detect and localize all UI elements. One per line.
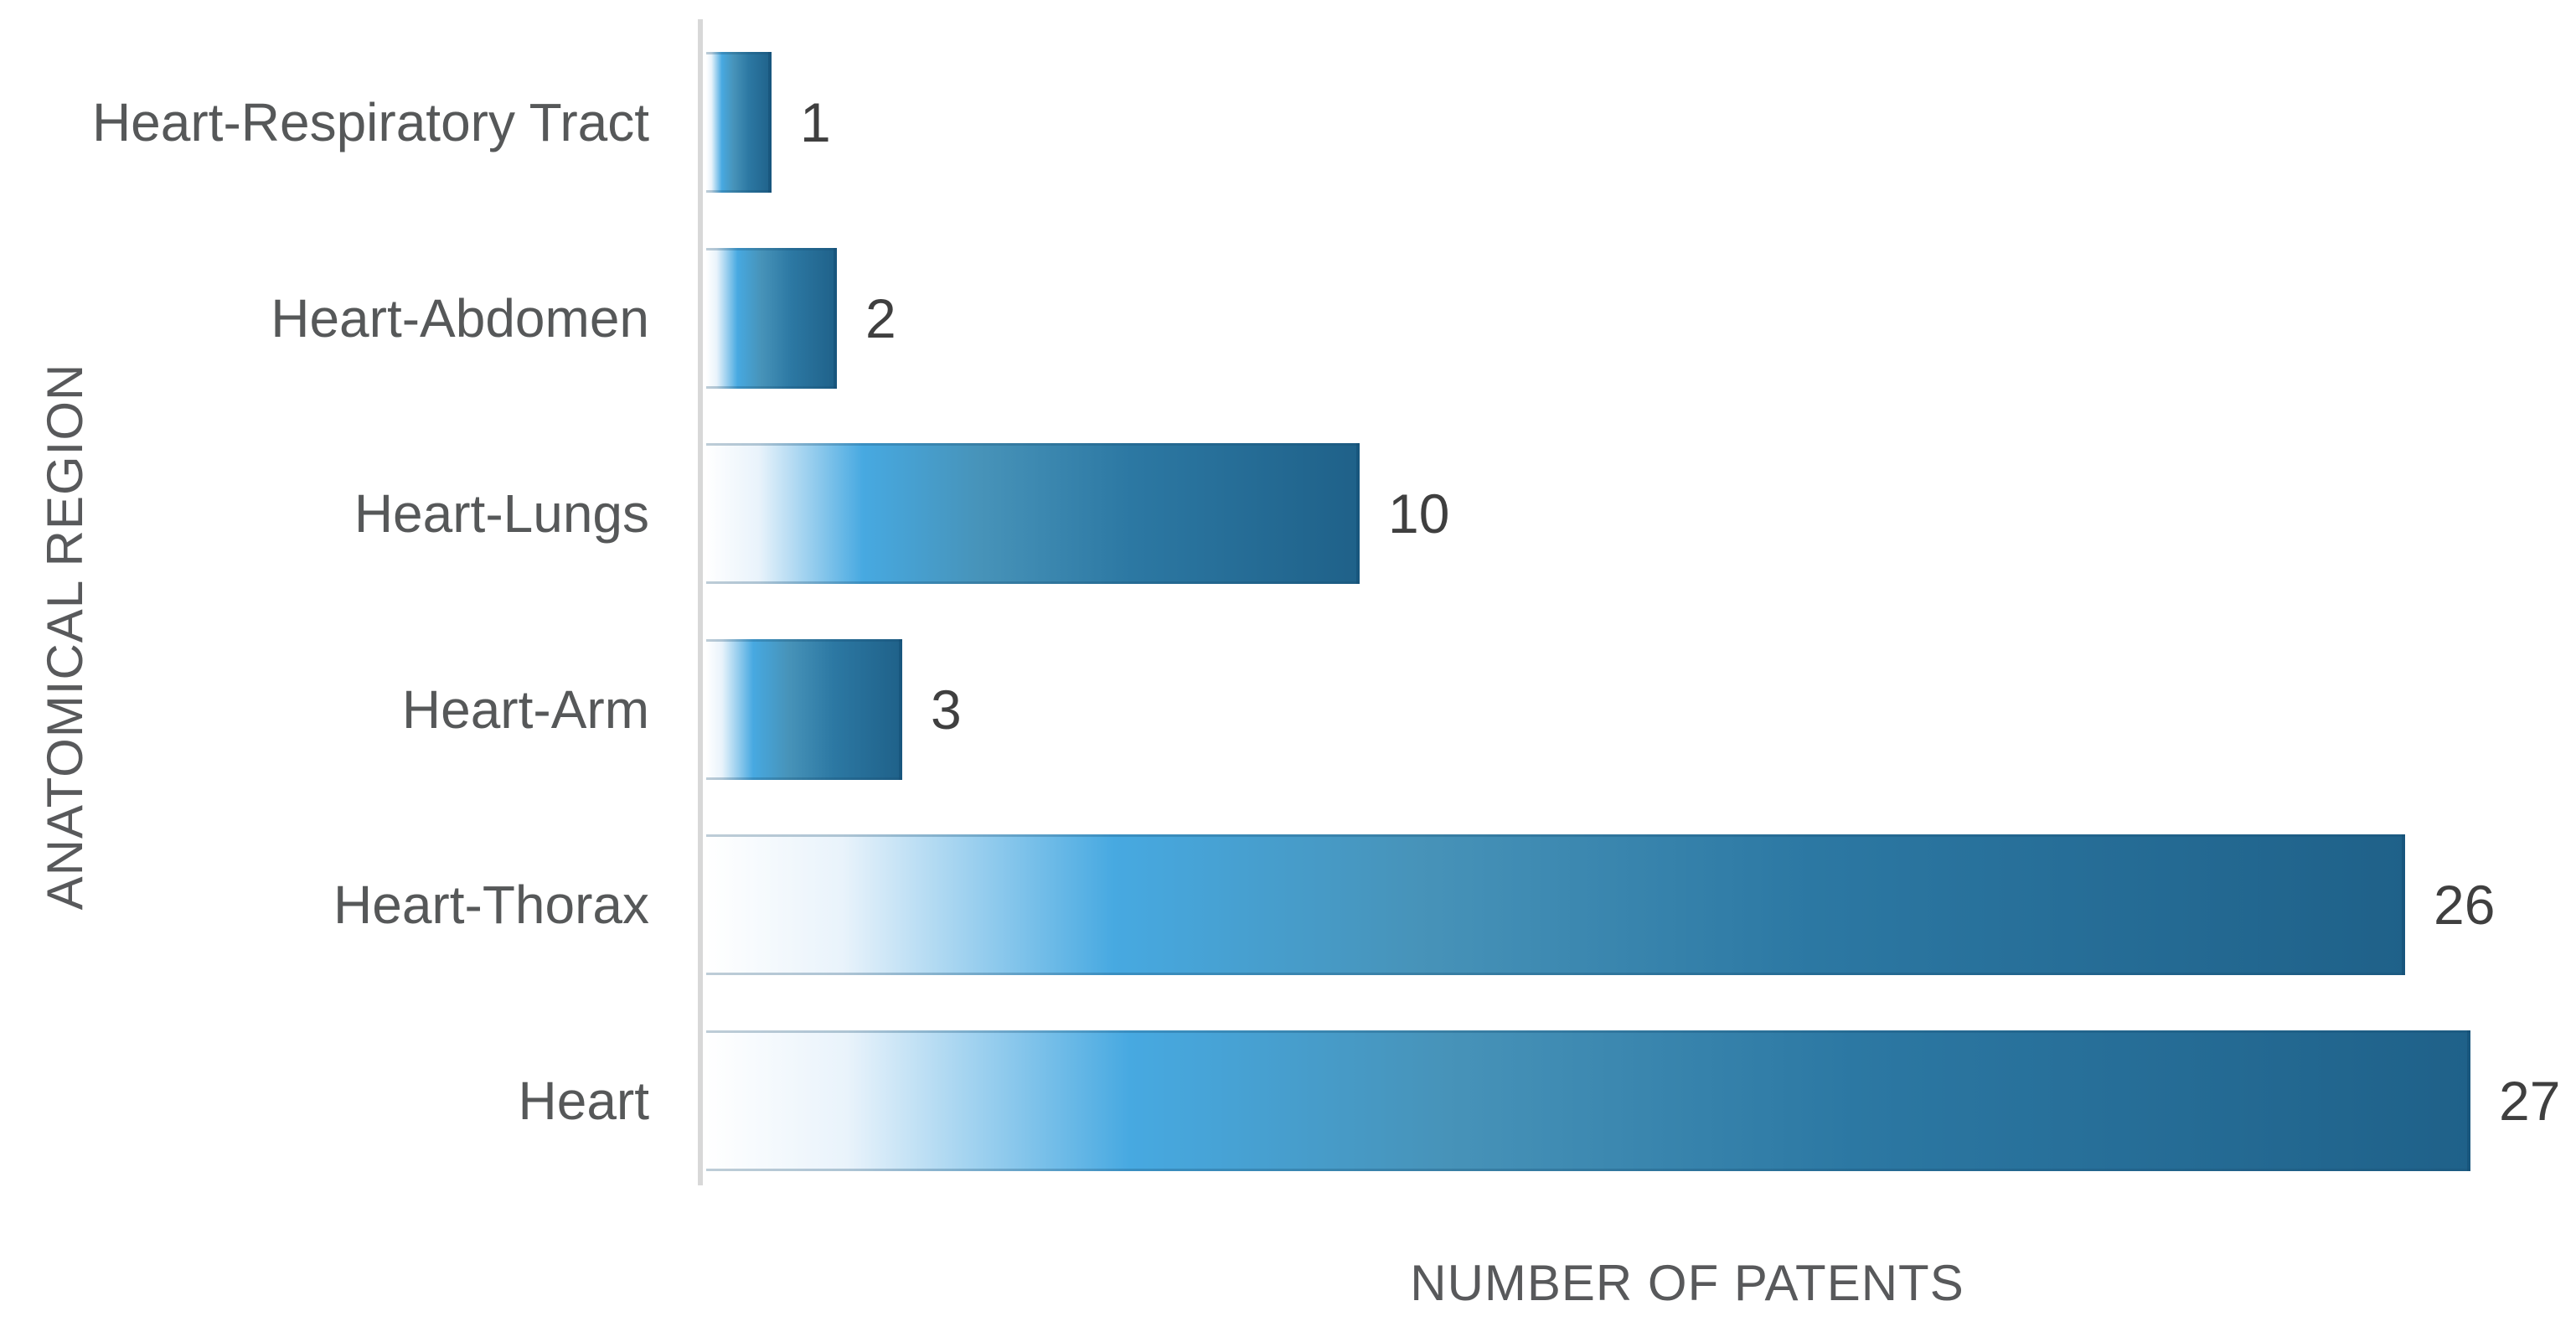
x-axis-title: NUMBER OF PATENTS — [1410, 1255, 1964, 1311]
bar-2 — [706, 443, 1360, 585]
value-label: 1 — [800, 91, 831, 153]
value-label: 3 — [931, 678, 962, 741]
bar-1 — [706, 247, 837, 389]
bar-0 — [706, 52, 772, 193]
y-axis-line — [698, 19, 703, 1185]
value-label: 10 — [1388, 483, 1450, 545]
category-label: Heart — [518, 1071, 650, 1131]
category-label: Heart-Lungs — [354, 483, 649, 545]
bar-4 — [706, 834, 2405, 976]
y-axis-title: ANATOMICAL REGION — [37, 363, 93, 911]
category-label: Heart-Arm — [401, 679, 649, 740]
bar-5 — [706, 1030, 2470, 1171]
value-label: 2 — [865, 286, 896, 349]
category-label: Heart-Abdomen — [271, 287, 649, 348]
value-label: 26 — [2434, 874, 2496, 937]
category-label: Heart-Thorax — [333, 875, 649, 936]
bar-3 — [706, 638, 902, 780]
category-label: Heart-Respiratory Tract — [91, 92, 649, 152]
value-label: 27 — [2499, 1070, 2561, 1132]
